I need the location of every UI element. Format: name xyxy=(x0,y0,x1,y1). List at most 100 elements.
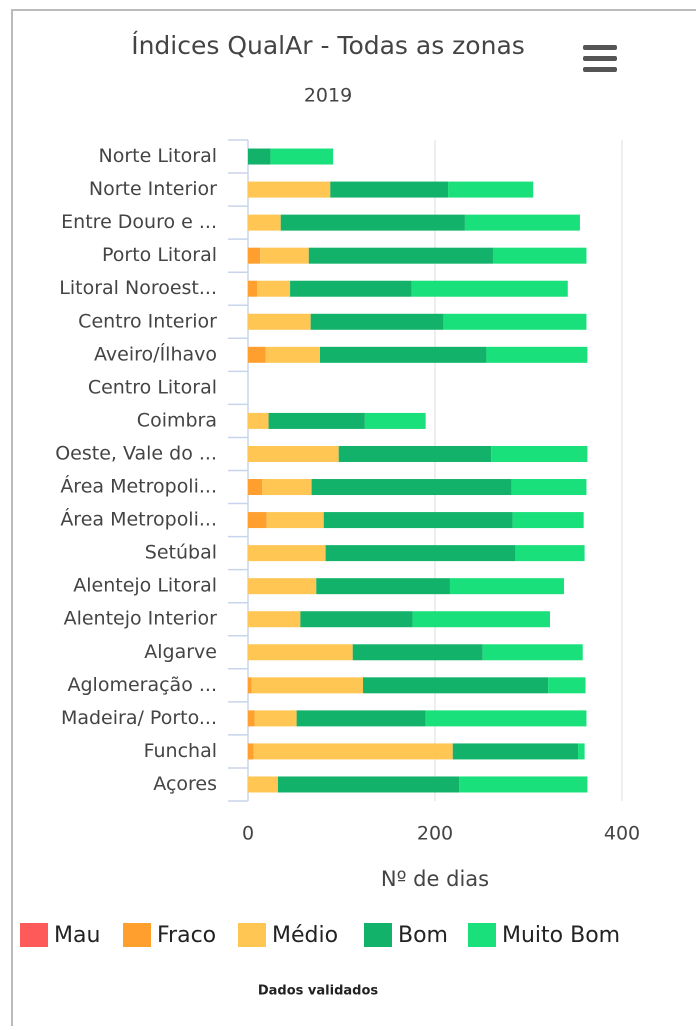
bar-segment xyxy=(296,710,426,727)
bar-segment xyxy=(248,445,339,462)
bar-segment xyxy=(464,214,580,231)
legend-label: Bom xyxy=(398,923,448,948)
bar-segment xyxy=(325,545,516,562)
bar-segment xyxy=(448,181,534,198)
y-tick-label: Porto Litoral xyxy=(102,244,217,266)
bar-segment xyxy=(268,412,365,429)
bar-segment xyxy=(482,644,583,661)
bar-segment xyxy=(310,313,444,330)
y-tick-label: Setúbal xyxy=(145,542,217,564)
bar-segment xyxy=(492,247,587,264)
y-tick-label: Oeste, Vale do ... xyxy=(55,442,217,464)
bar-segment xyxy=(319,346,487,363)
bar-segment xyxy=(316,578,450,595)
y-tick-label: Centro Litoral xyxy=(88,376,217,398)
bar-segment xyxy=(248,743,254,760)
bar-segment xyxy=(253,743,453,760)
legend-label: Fraco xyxy=(157,923,216,948)
bar-segment xyxy=(363,677,549,694)
bar-segment xyxy=(251,677,364,694)
bar-segment xyxy=(248,644,353,661)
bar-segment xyxy=(248,776,278,793)
menu-bar[interactable] xyxy=(583,45,617,50)
bar-segment xyxy=(491,445,588,462)
bar-segment xyxy=(364,412,426,429)
menu-icon[interactable] xyxy=(583,45,617,72)
y-tick-label: Área Metropoli... xyxy=(60,508,217,531)
bar-segment xyxy=(248,412,269,429)
y-tick-label: Centro Interior xyxy=(78,310,217,332)
bar-segment xyxy=(248,710,255,727)
bar-segment xyxy=(548,677,586,694)
bar-segment xyxy=(280,214,465,231)
y-tick-label: Norte Interior xyxy=(89,178,217,200)
bar-segment xyxy=(248,313,311,330)
y-tick-label: Açores xyxy=(153,773,217,795)
bar-segment xyxy=(452,743,579,760)
menu-bar[interactable] xyxy=(583,67,617,72)
menu-bar[interactable] xyxy=(583,56,617,61)
legend-swatch xyxy=(20,923,48,947)
bar-segment xyxy=(248,346,266,363)
bar-segment xyxy=(338,445,492,462)
bar-segment xyxy=(330,181,449,198)
bar-segment xyxy=(512,512,584,529)
y-tick-label: Alentejo Interior xyxy=(64,608,218,630)
bar-segment xyxy=(323,512,513,529)
bar-segment xyxy=(311,479,512,496)
x-tick-label: 400 xyxy=(604,823,640,845)
y-tick-label: Aglomeração ... xyxy=(68,674,218,696)
legend-label: Médio xyxy=(272,923,338,948)
bar-segment xyxy=(260,247,309,264)
bar-segment xyxy=(578,743,585,760)
legend-swatch xyxy=(238,923,266,947)
credit: Dados validados xyxy=(258,984,379,999)
y-tick-label: Área Metropoli... xyxy=(60,475,217,498)
legend-label: Mau xyxy=(54,923,100,948)
y-tick-label: Madeira/ Porto... xyxy=(61,707,217,729)
x-axis-title: Nº de dias xyxy=(381,867,489,891)
chart-subtitle: 2019 xyxy=(304,85,352,107)
bar-segment xyxy=(248,214,281,231)
bar-segment xyxy=(511,479,587,496)
legend-swatch xyxy=(468,923,496,947)
bar-segment xyxy=(425,710,587,727)
bar-segment xyxy=(459,776,588,793)
legend-label: Muito Bom xyxy=(502,923,620,948)
bar-segment xyxy=(257,280,291,297)
chart-title: Índices QualAr - Todas as zonas xyxy=(131,31,525,60)
legend-swatch xyxy=(364,923,392,947)
bar-segment xyxy=(266,512,324,529)
bar-segment xyxy=(248,677,252,694)
bar-segment xyxy=(248,512,267,529)
y-tick-label: Coimbra xyxy=(137,409,217,431)
y-tick-label: Funchal xyxy=(144,740,217,762)
y-tick-label: Norte Litoral xyxy=(99,145,218,167)
bar-segment xyxy=(290,280,412,297)
bar-segment xyxy=(486,346,588,363)
bar-segment xyxy=(248,479,263,496)
bar-segment xyxy=(248,611,301,628)
y-tick-label: Litoral Noroest... xyxy=(59,277,217,299)
bar-segment xyxy=(262,479,312,496)
x-tick-label: 200 xyxy=(417,823,453,845)
y-tick-label: Aveiro/Ílhavo xyxy=(94,342,217,365)
bar-segment xyxy=(300,611,413,628)
y-tick-label: Algarve xyxy=(144,641,217,663)
bar-segment xyxy=(443,313,587,330)
bar-segment xyxy=(254,710,297,727)
bar-segment xyxy=(449,578,565,595)
bar-segment xyxy=(277,776,460,793)
bar-segment xyxy=(248,545,326,562)
bar-segment xyxy=(248,148,271,165)
x-tick-label: 0 xyxy=(242,823,254,845)
y-tick-label: Alentejo Litoral xyxy=(73,575,217,597)
bar-segment xyxy=(270,148,334,165)
y-tick-label: Entre Douro e ... xyxy=(61,211,217,233)
bar-segment xyxy=(248,578,317,595)
bar-segment xyxy=(248,280,258,297)
bar-segment xyxy=(308,247,493,264)
legend-swatch xyxy=(123,923,151,947)
bar-segment xyxy=(352,644,483,661)
